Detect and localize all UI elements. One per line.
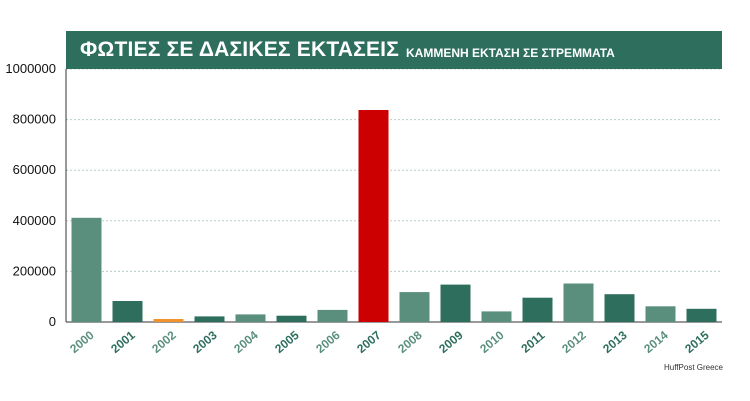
x-tick-label: 2007 [354,328,384,356]
x-tick-label: 2009 [436,328,466,356]
x-tick-label: 2011 [518,328,547,356]
y-tick-label: 600000 [13,162,56,177]
bar [440,284,471,322]
y-tick-label: 400000 [13,213,56,228]
x-tick-label: 2012 [559,328,589,356]
bar [153,319,184,322]
x-tick-label: 2006 [313,328,343,356]
x-tick-label: 2014 [641,328,671,356]
x-tick-label: 2010 [477,328,507,356]
bar [604,294,635,322]
bar [71,217,102,322]
x-tick-label: 2005 [272,328,302,356]
bar [194,316,225,322]
bar [645,306,676,322]
bar [563,283,594,322]
source-credit: HuffPost Greece [664,363,723,372]
bar [235,314,266,322]
bar [481,311,512,322]
y-tick-label: 0 [49,314,56,329]
bar [358,110,389,322]
bar [686,308,717,322]
x-tick-label: 2002 [149,328,179,356]
y-tick-label: 1000000 [5,61,56,76]
x-tick-label: 2004 [231,328,261,356]
bar [399,292,430,322]
x-tick-label: 2008 [395,328,425,356]
chart-title: ΦΩΤΙΕΣ ΣΕ ΔΑΣΙΚΕΣ ΕΚΤΑΣΕΙΣ [80,38,400,61]
y-tick-label: 200000 [13,263,56,278]
x-tick-label: 2013 [600,328,630,356]
bar [112,301,143,322]
y-tick-label: 800000 [13,112,56,127]
chart-title-banner: ΦΩΤΙΕΣ ΣΕ ΔΑΣΙΚΕΣ ΕΚΤΑΣΕΙΣ ΚΑΜΜΕΝΗ ΕΚΤΑΣ… [66,31,722,69]
bar [522,297,553,322]
bar [276,315,307,322]
bar [317,309,348,322]
x-tick-label: 2015 [682,328,712,356]
x-tick-label: 2000 [67,328,97,356]
chart-subtitle: ΚΑΜΜΕΝΗ ΕΚΤΑΣΗ ΣΕ ΣΤΡΕΜΜΑΤΑ [406,45,615,60]
x-tick-label: 2003 [190,328,220,356]
x-tick-label: 2001 [108,328,138,356]
